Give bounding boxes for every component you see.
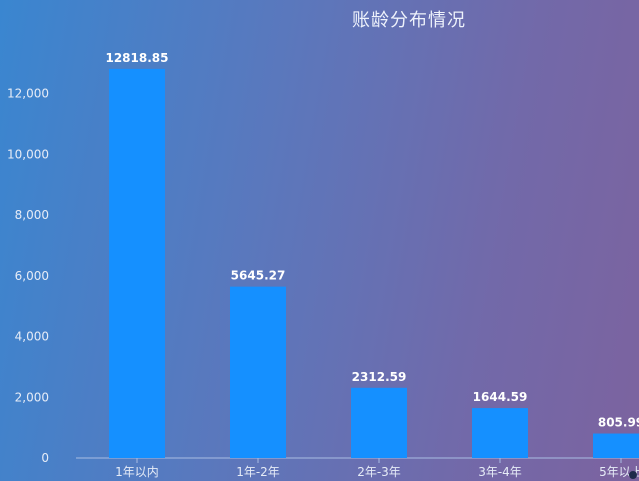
x-tick-label: 2年-3年: [357, 465, 401, 479]
y-tick-label: 10,000: [7, 147, 49, 161]
y-tick-label: 12,000: [7, 87, 49, 101]
y-tick-label: 6,000: [15, 269, 49, 283]
y-tick-label: 4,000: [15, 330, 49, 344]
bar: [109, 68, 165, 458]
x-tick-label: 1年-2年: [236, 465, 280, 479]
bar: [593, 433, 639, 458]
data-label: 805.99: [598, 416, 639, 430]
data-label: 12818.85: [105, 51, 168, 65]
data-label: 5645.27: [231, 269, 286, 283]
bar: [230, 286, 286, 458]
x-tick-label: 1年以内: [115, 465, 159, 479]
bar: [472, 408, 528, 458]
y-tick-label: 8,000: [15, 208, 49, 222]
data-label: 2312.59: [352, 370, 407, 384]
y-tick-label: 2,000: [15, 390, 49, 404]
bar: [351, 387, 407, 458]
data-label: 1644.59: [473, 390, 528, 404]
resize-handle-icon[interactable]: [629, 471, 637, 479]
y-tick-label: 0: [41, 451, 49, 465]
chart-title: 账龄分布情况: [352, 10, 466, 31]
x-tick-label: 3年-4年: [478, 465, 522, 479]
